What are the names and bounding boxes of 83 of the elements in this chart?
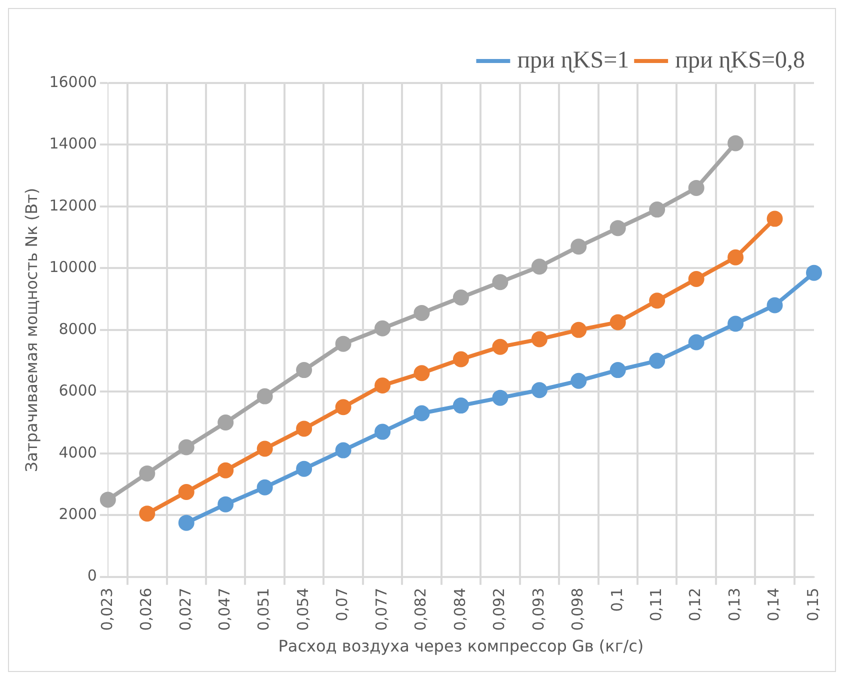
point bbox=[728, 135, 744, 152]
x-tick-label: 0,047 bbox=[215, 588, 234, 631]
point bbox=[649, 202, 666, 218]
x-tick-label: 0,14 bbox=[764, 588, 783, 622]
x-tick-label: 0,098 bbox=[568, 588, 587, 631]
point bbox=[374, 377, 391, 394]
point bbox=[766, 210, 783, 227]
x-tick-label: 0,051 bbox=[254, 588, 273, 631]
point bbox=[256, 440, 273, 457]
point bbox=[218, 462, 234, 478]
point bbox=[374, 424, 391, 440]
y-tick-label: 12000 bbox=[49, 196, 97, 214]
point bbox=[100, 492, 116, 508]
legend-label: при ɳKS=1 bbox=[517, 47, 630, 74]
x-tick-label: 0,12 bbox=[686, 588, 704, 622]
x-tick-label: 0,1 bbox=[608, 588, 626, 612]
point bbox=[531, 382, 548, 398]
x-tick-label: 0,082 bbox=[412, 588, 430, 631]
point bbox=[570, 372, 587, 389]
point bbox=[139, 465, 156, 482]
x-tick-label: 0,027 bbox=[176, 588, 194, 631]
x-tick-label: 0,084 bbox=[450, 588, 469, 631]
y-tick-label: 2000 bbox=[58, 505, 97, 524]
point bbox=[492, 274, 508, 290]
point bbox=[452, 290, 469, 306]
x-tick-label: 0,026 bbox=[137, 588, 156, 631]
point bbox=[492, 338, 508, 355]
y-tick-label: 4000 bbox=[58, 443, 97, 462]
point bbox=[492, 390, 508, 406]
y-tick-label: 16000 bbox=[49, 72, 97, 91]
point bbox=[531, 258, 548, 275]
x-tick-label: 0,023 bbox=[98, 588, 116, 631]
point bbox=[452, 351, 469, 368]
x-tick-label: 0,13 bbox=[725, 588, 744, 622]
y-tick-label: 10000 bbox=[49, 258, 97, 276]
x-tick-label: 0,093 bbox=[529, 588, 548, 631]
point bbox=[531, 331, 548, 348]
point bbox=[335, 399, 352, 416]
point bbox=[139, 506, 156, 522]
point bbox=[452, 398, 469, 414]
point bbox=[335, 442, 352, 458]
point bbox=[256, 479, 273, 496]
x-tick-label: 0,077 bbox=[372, 588, 390, 631]
point bbox=[335, 336, 352, 352]
point bbox=[178, 484, 194, 500]
point bbox=[414, 405, 430, 422]
x-tick-label: 0,07 bbox=[333, 588, 352, 622]
point bbox=[649, 292, 666, 309]
point bbox=[766, 297, 783, 314]
y-tick-label: 0 bbox=[87, 566, 97, 585]
point bbox=[649, 352, 666, 369]
point bbox=[610, 220, 626, 236]
y-axis-title: Затрачиваемая мощность Nк (Вт) bbox=[22, 188, 41, 472]
point bbox=[256, 388, 273, 404]
point bbox=[610, 362, 626, 378]
x-axis-title: Расход воздуха через компрессор Gв (кг/с) bbox=[278, 636, 644, 656]
y-tick-label: 8000 bbox=[58, 320, 97, 338]
point bbox=[178, 439, 194, 456]
point bbox=[688, 271, 704, 287]
x-tick-label: 0,092 bbox=[490, 588, 508, 631]
x-tick-label: 0,15 bbox=[804, 588, 822, 622]
point bbox=[414, 304, 430, 321]
point bbox=[374, 320, 391, 336]
point bbox=[610, 314, 626, 330]
y-tick-label: 6000 bbox=[58, 382, 97, 400]
point bbox=[688, 180, 704, 196]
point bbox=[296, 460, 312, 477]
point bbox=[218, 496, 234, 512]
point bbox=[728, 316, 744, 332]
point bbox=[296, 362, 312, 378]
point bbox=[728, 249, 744, 266]
point bbox=[688, 334, 704, 350]
point bbox=[570, 322, 587, 338]
x-tick-label: 0,11 bbox=[646, 588, 665, 622]
point bbox=[296, 420, 312, 437]
legend-label: при ɳKS=0,8 bbox=[675, 47, 806, 74]
point bbox=[218, 414, 234, 431]
y-tick-label: 14000 bbox=[49, 134, 97, 153]
point bbox=[570, 238, 587, 255]
point bbox=[806, 264, 822, 281]
point bbox=[414, 365, 430, 382]
x-tick-label: 0,054 bbox=[294, 588, 312, 631]
point bbox=[178, 514, 194, 531]
